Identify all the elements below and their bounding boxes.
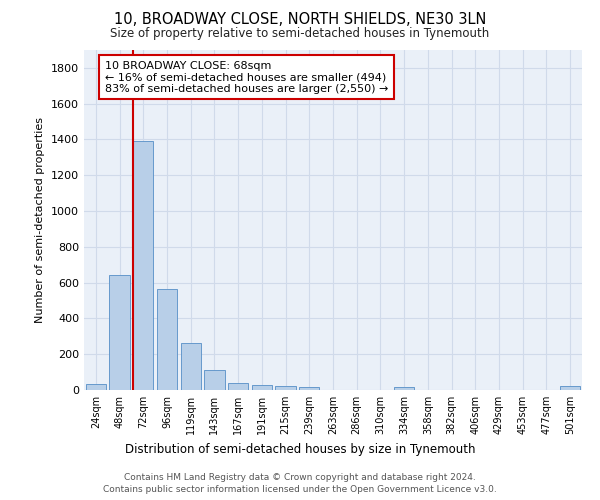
Text: Contains public sector information licensed under the Open Government Licence v3: Contains public sector information licen… — [103, 485, 497, 494]
Y-axis label: Number of semi-detached properties: Number of semi-detached properties — [35, 117, 46, 323]
Text: Contains HM Land Registry data © Crown copyright and database right 2024.: Contains HM Land Registry data © Crown c… — [124, 472, 476, 482]
Bar — [109, 274, 130, 390]
Bar — [181, 342, 201, 390]
Text: Distribution of semi-detached houses by size in Tynemouth: Distribution of semi-detached houses by … — [125, 442, 475, 456]
Bar — [86, 384, 106, 390]
Bar — [252, 384, 272, 390]
Text: Size of property relative to semi-detached houses in Tynemouth: Size of property relative to semi-detach… — [110, 28, 490, 40]
Text: 10, BROADWAY CLOSE, NORTH SHIELDS, NE30 3LN: 10, BROADWAY CLOSE, NORTH SHIELDS, NE30 … — [114, 12, 486, 28]
Text: 10 BROADWAY CLOSE: 68sqm
← 16% of semi-detached houses are smaller (494)
83% of : 10 BROADWAY CLOSE: 68sqm ← 16% of semi-d… — [104, 60, 388, 94]
Bar — [275, 386, 296, 390]
Bar — [299, 388, 319, 390]
Bar — [560, 386, 580, 390]
Bar — [228, 383, 248, 390]
Bar — [394, 388, 414, 390]
Bar — [157, 289, 177, 390]
Bar — [133, 142, 154, 390]
Bar — [205, 370, 224, 390]
